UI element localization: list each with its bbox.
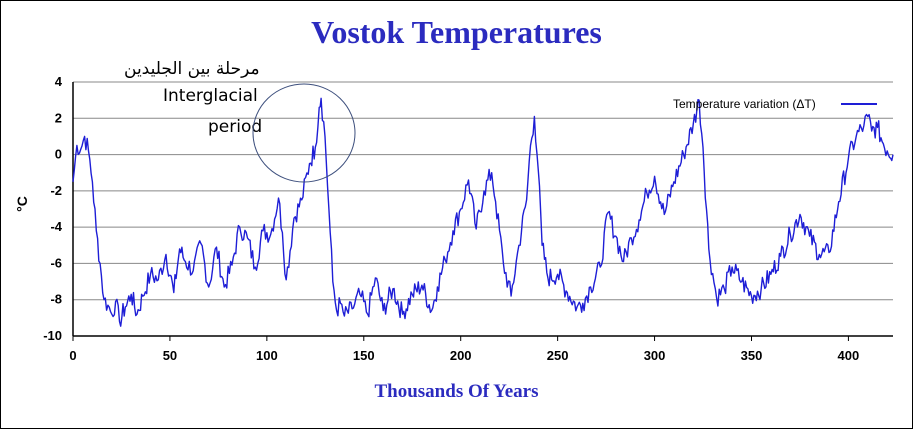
gridlines bbox=[73, 81, 893, 337]
interglacial-highlight-circle bbox=[252, 83, 356, 183]
y-tick-label: -4 bbox=[50, 219, 62, 234]
x-tick-label: 50 bbox=[163, 348, 177, 363]
y-tick-label: -6 bbox=[50, 255, 62, 270]
x-tick-label: 400 bbox=[838, 348, 860, 363]
legend-label: Temperature variation (ΔT) bbox=[673, 97, 816, 111]
y-tick-label: -8 bbox=[50, 292, 62, 307]
x-tick-label: 300 bbox=[644, 348, 666, 363]
y-tick-labels: 4 2 0 -2 -4 -6 -8 -10 bbox=[43, 74, 63, 343]
x-tick-label: 0 bbox=[69, 348, 76, 363]
x-tick-label: 150 bbox=[353, 348, 375, 363]
annotation-period: period bbox=[208, 117, 263, 137]
x-tick-label: 250 bbox=[547, 348, 569, 363]
x-tick-label: 350 bbox=[741, 348, 763, 363]
y-tick-label: -2 bbox=[50, 183, 62, 198]
annotation-arabic: مرحلة بين الجليدين bbox=[124, 59, 260, 79]
y-tick-label: 0 bbox=[55, 147, 62, 162]
y-tick-label: 2 bbox=[55, 110, 62, 125]
x-tick-label: 100 bbox=[256, 348, 278, 363]
chart-title: Vostok Temperatures bbox=[311, 14, 602, 50]
y-tick-label: -10 bbox=[43, 328, 62, 343]
y-tick-label: 4 bbox=[55, 74, 63, 89]
x-axis-label: Thousands Of Years bbox=[374, 381, 539, 402]
x-tick-label: 200 bbox=[450, 348, 472, 363]
x-tick-labels: 0 50 100 150 200 250 300 350 400 bbox=[69, 336, 859, 363]
annotation-interglacial: Interglacial bbox=[163, 86, 258, 106]
series-line-temperature bbox=[72, 97, 894, 327]
